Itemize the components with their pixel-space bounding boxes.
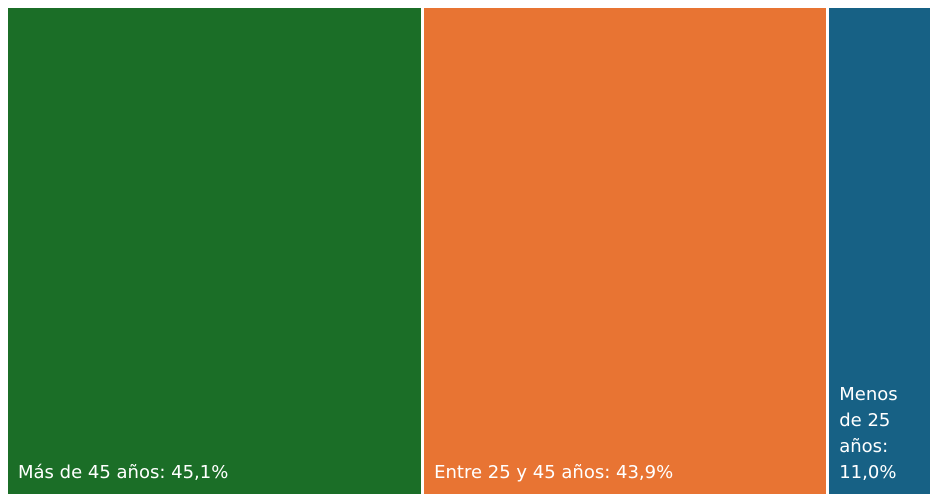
tile-label: Menos de 25 años 11,0% [839,382,924,486]
treemap-tile: Más de 45 años45,1% [8,8,422,494]
value-label: 45,1% [171,462,229,483]
treemap-tile: Menos de 25 años 11,0% [829,8,930,494]
tile-label: Entre 25 y 45 años43,9% [434,460,820,486]
category-label: Menos de 25 años [839,384,897,457]
category-label: Entre 25 y 45 años [434,462,616,483]
category-label: Más de 45 años [18,462,171,483]
tile-label: Más de 45 años45,1% [18,460,415,486]
value-label: 43,9% [616,462,674,483]
treemap-tile: Entre 25 y 45 años43,9% [424,8,827,494]
value-label: 11,0% [839,462,897,483]
